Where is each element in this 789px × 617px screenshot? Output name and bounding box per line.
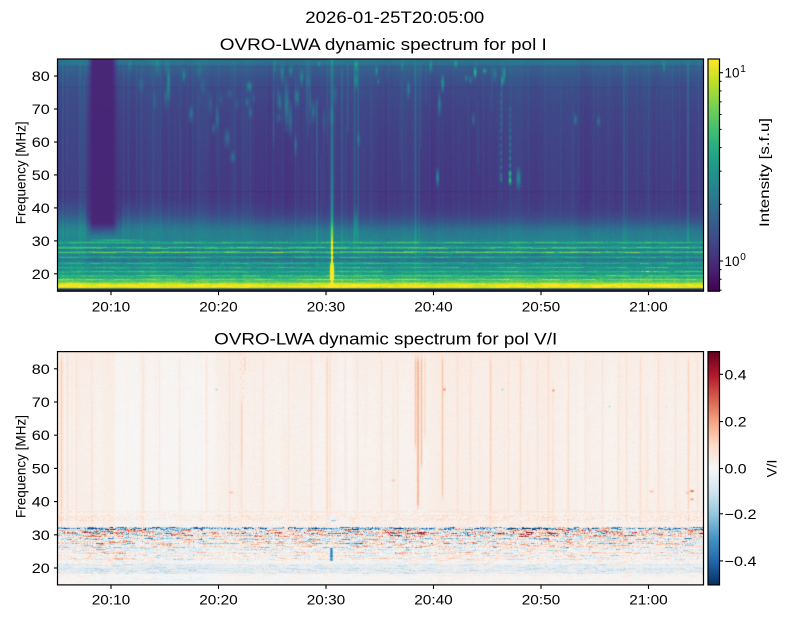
svg-text:1: 1 <box>740 64 746 75</box>
svg-text:V/I: V/I <box>764 460 780 478</box>
svg-text:OVRO-LWA dynamic spectrum for: OVRO-LWA dynamic spectrum for pol I <box>220 35 547 54</box>
svg-text:20: 20 <box>32 266 50 282</box>
svg-text:0: 0 <box>740 252 746 263</box>
svg-text:80: 80 <box>32 68 50 84</box>
svg-text:20:40: 20:40 <box>414 591 453 607</box>
svg-text:20:20: 20:20 <box>199 591 238 607</box>
svg-text:21:00: 21:00 <box>629 591 668 607</box>
svg-text:50: 50 <box>32 460 50 476</box>
svg-text:Frequency [MHz]: Frequency [MHz] <box>13 121 29 224</box>
svg-text:20:10: 20:10 <box>92 298 131 314</box>
svg-text:10: 10 <box>725 65 740 81</box>
svg-text:30: 30 <box>32 527 50 543</box>
svg-text:−0.4: −0.4 <box>725 553 757 569</box>
svg-text:Intensity [s.f.u]: Intensity [s.f.u] <box>756 118 772 227</box>
svg-text:20:10: 20:10 <box>92 591 131 607</box>
svg-text:OVRO-LWA dynamic spectrum for: OVRO-LWA dynamic spectrum for pol V/I <box>214 330 557 349</box>
svg-text:70: 70 <box>32 394 50 410</box>
svg-text:21:00: 21:00 <box>629 298 668 314</box>
svg-text:60: 60 <box>32 134 50 150</box>
svg-text:70: 70 <box>32 101 50 117</box>
svg-text:30: 30 <box>32 233 50 249</box>
svg-text:20:30: 20:30 <box>307 298 346 314</box>
svg-text:0.2: 0.2 <box>725 414 747 430</box>
svg-text:10: 10 <box>725 253 740 269</box>
svg-text:−0.2: −0.2 <box>725 506 757 522</box>
svg-text:50: 50 <box>32 167 50 183</box>
svg-text:0.0: 0.0 <box>725 461 747 477</box>
svg-text:20:30: 20:30 <box>307 591 346 607</box>
svg-text:60: 60 <box>32 427 50 443</box>
svg-text:Frequency [MHz]: Frequency [MHz] <box>13 415 29 518</box>
svg-text:20:20: 20:20 <box>199 298 238 314</box>
svg-text:40: 40 <box>32 200 50 216</box>
svg-text:20:50: 20:50 <box>522 591 561 607</box>
svg-text:20: 20 <box>32 560 50 576</box>
svg-text:80: 80 <box>32 361 50 377</box>
svg-text:2026-01-25T20:05:00: 2026-01-25T20:05:00 <box>305 8 484 27</box>
svg-text:20:50: 20:50 <box>522 298 561 314</box>
svg-text:0.4: 0.4 <box>725 366 747 382</box>
svg-text:20:40: 20:40 <box>414 298 453 314</box>
svg-text:40: 40 <box>32 494 50 510</box>
